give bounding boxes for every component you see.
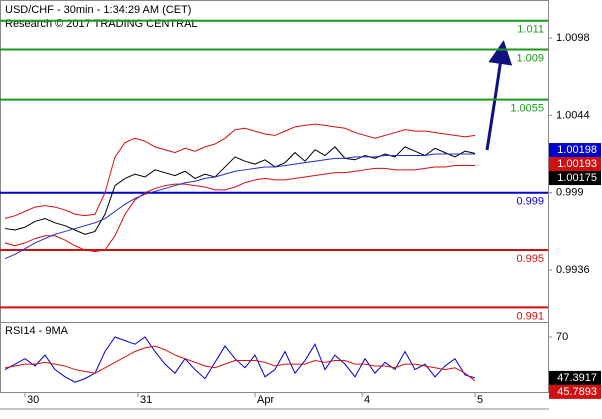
- series-line: [4, 336, 476, 383]
- rsi-title: RSI14 - 9MA: [5, 325, 69, 337]
- level-label: 1.0055: [510, 103, 544, 115]
- chart-title: USD/CHF - 30min - 1:34:29 AM (CET): [5, 4, 191, 16]
- level-label: 0.991: [516, 310, 544, 322]
- y-tick-label: 1.0098: [556, 32, 590, 44]
- price-marker: [549, 171, 601, 186]
- series-line: [4, 165, 475, 253]
- level-label: 0.995: [516, 253, 544, 265]
- y-tick-label: 70: [556, 331, 568, 343]
- series-line: [4, 153, 475, 260]
- level-label: 0.999: [516, 196, 544, 208]
- x-tick-label: 5: [477, 394, 483, 406]
- price-marker: [549, 370, 601, 385]
- x-tick-label: 30: [27, 394, 39, 406]
- x-tick-label: 31: [140, 394, 152, 406]
- price-marker-label: 47.3917: [557, 372, 597, 384]
- y-tick-label: 1.0044: [556, 109, 590, 121]
- series-line: [4, 146, 476, 235]
- price-marker-label: 1.00193: [557, 158, 597, 170]
- price-marker-label: 45.7893: [557, 386, 597, 398]
- price-marker: [549, 157, 601, 172]
- chart-subtitle: Research © 2017 TRADING CENTRAL: [5, 18, 198, 30]
- x-tick-label: 4: [364, 394, 370, 406]
- level-label: 1.011: [517, 24, 544, 36]
- level-label: 1.009: [516, 52, 544, 64]
- price-marker: [549, 143, 601, 158]
- series-line: [4, 123, 476, 220]
- price-marker-label: 1.00198: [557, 144, 597, 156]
- y-tick-label: 0.9936: [556, 264, 590, 276]
- price-marker: [549, 384, 601, 399]
- series-line: [4, 345, 476, 382]
- y-tick-label: 0.999: [556, 187, 584, 199]
- price-marker-label: 1.00175: [557, 172, 597, 184]
- rsi-panel: [0, 322, 549, 393]
- x-tick-label: Apr: [257, 394, 274, 406]
- forecast-arrow: [485, 40, 513, 151]
